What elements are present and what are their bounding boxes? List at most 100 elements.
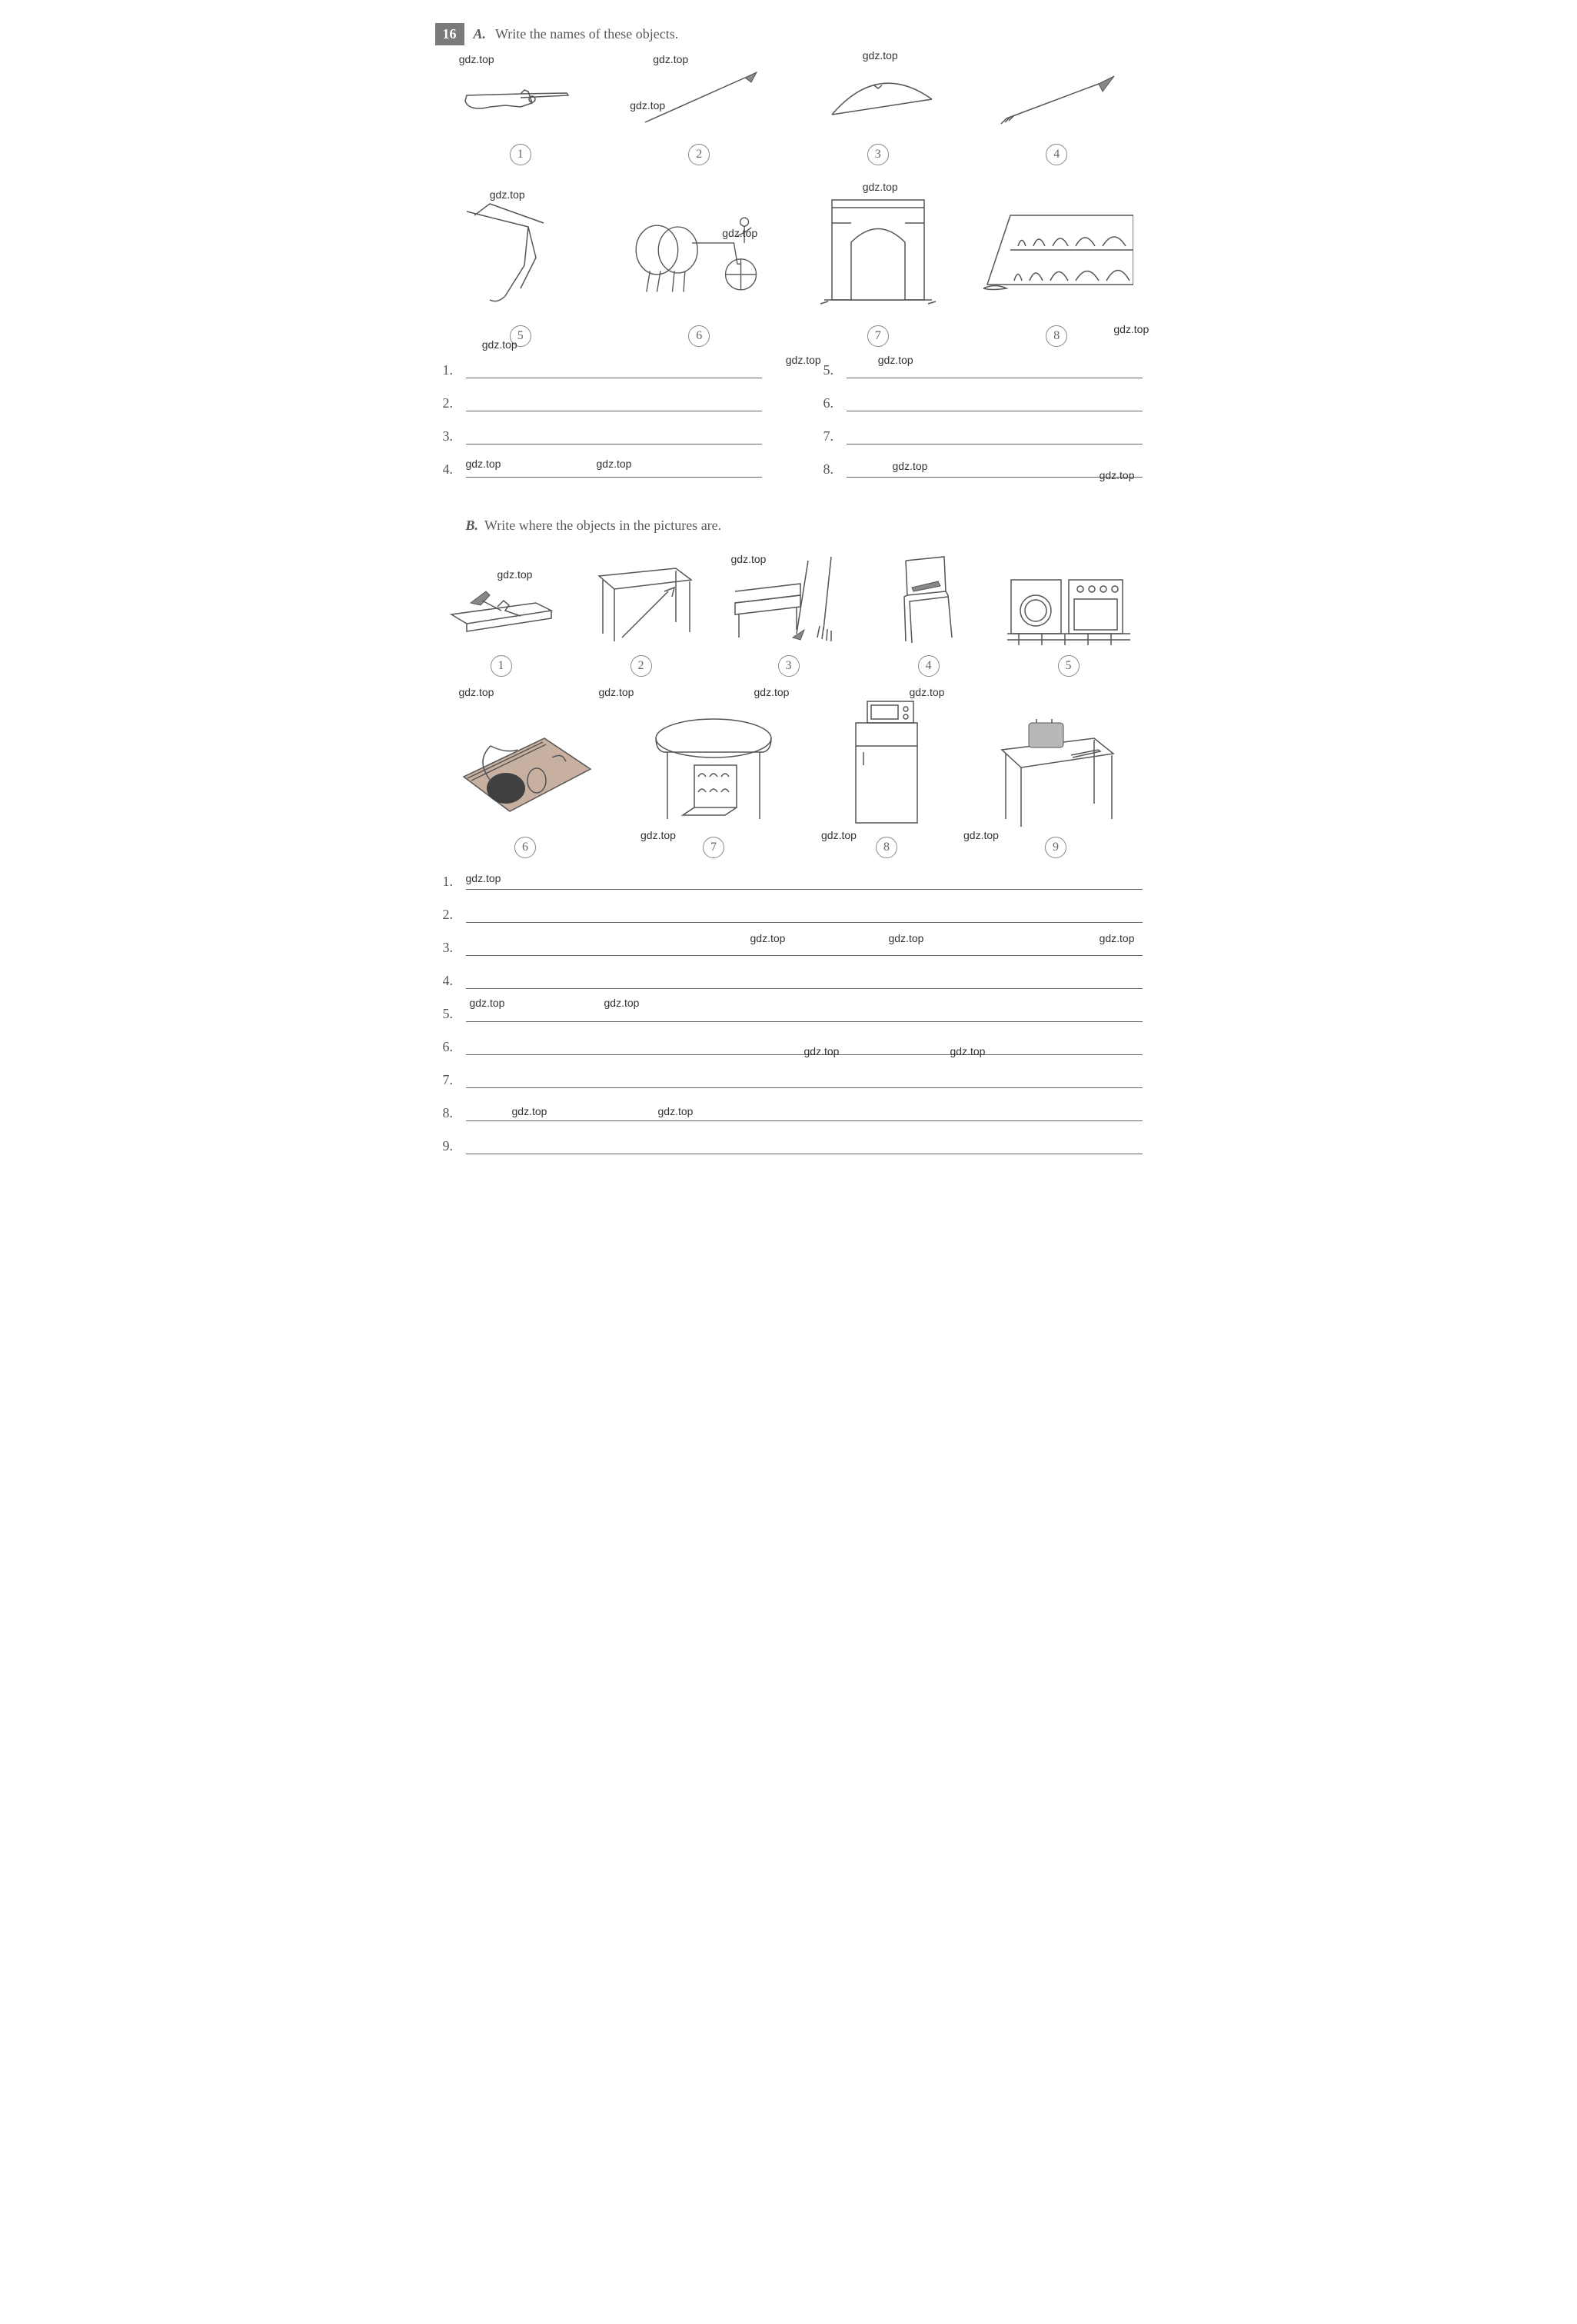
answer-num: 3. <box>443 428 460 444</box>
image-number-4: 4 <box>1046 144 1067 165</box>
section-b-header: B. Write where the objects in the pictur… <box>466 518 1143 534</box>
answer-line[interactable] <box>466 1041 1143 1055</box>
section-a-header: 16 A. Write the names of these objects. <box>435 23 1143 45</box>
image-number-b7: 7 <box>703 837 724 858</box>
answer-row-b3[interactable]: 3. gdz.top gdz.top gdz.top <box>443 940 1143 956</box>
section-b-images-row-1: gdz.top gdz.top 1 gdz.top 2 <box>435 549 1143 677</box>
answer-row-7[interactable]: 7. <box>823 428 1143 444</box>
answer-line[interactable] <box>847 464 1143 478</box>
section-a-label: A. <box>474 26 487 42</box>
image-number-7: 7 <box>867 325 889 347</box>
image-number-b2: 2 <box>630 655 652 677</box>
answer-row-b9[interactable]: 9. <box>443 1138 1143 1154</box>
aqueduct-image <box>980 181 1133 319</box>
answer-row-6[interactable]: 6. <box>823 395 1143 411</box>
section-b-answers: 1. gdz.top 2. 3. gdz.top gdz.top gdz.top… <box>443 874 1143 1154</box>
image-item-b1: gdz.top gdz.top 1 <box>444 564 559 677</box>
answer-num: 6. <box>823 395 840 411</box>
answer-row-b6[interactable]: 6. gdz.top gdz.top <box>443 1039 1143 1055</box>
answer-line[interactable] <box>466 909 1143 923</box>
kitchen-image <box>1003 557 1134 649</box>
answer-line[interactable] <box>847 431 1143 444</box>
answer-line[interactable] <box>466 942 1143 956</box>
image-item-3: gdz.top 3 <box>817 61 940 165</box>
watermark: gdz.top <box>821 829 857 841</box>
answer-row-3[interactable]: 3. <box>443 428 762 444</box>
image-item-8: gdz.top 8 <box>980 181 1133 347</box>
answer-line[interactable] <box>847 398 1143 411</box>
watermark: gdz.top <box>604 997 640 1009</box>
image-number-2: 2 <box>688 144 710 165</box>
answer-row-1[interactable]: 1. <box>443 362 762 378</box>
answer-line[interactable] <box>466 876 1143 890</box>
plough-image <box>444 181 597 319</box>
answer-line[interactable] <box>466 431 762 444</box>
image-number-b1: 1 <box>491 655 512 677</box>
exercise-number-badge: 16 <box>435 23 464 45</box>
image-number-3: 3 <box>867 144 889 165</box>
answer-row-8[interactable]: 8. gdz.top gdz.top <box>823 461 1143 478</box>
section-a-images-row-1: gdz.top 1 gdz.top gdz.top 2 gdz.top <box>435 61 1143 165</box>
image-item-b5: 5 <box>1003 557 1134 677</box>
image-number-1: 1 <box>510 144 531 165</box>
answer-num: 5. <box>443 1006 460 1022</box>
chariot-image <box>622 181 776 319</box>
gun-image <box>459 61 582 138</box>
answer-num: 1. <box>443 362 460 378</box>
image-item-1: gdz.top 1 <box>459 61 582 165</box>
section-b-instruction: Write where the objects in the pictures … <box>484 518 721 534</box>
arch-image <box>801 181 955 319</box>
arrow-image <box>995 61 1118 138</box>
answer-line[interactable] <box>466 365 762 378</box>
section-b-images-row-2: 6 gdz.top 7 gdz.top <box>435 692 1143 858</box>
vacuum-carpet-image <box>452 715 598 831</box>
watermark: gdz.top <box>1113 323 1149 335</box>
answer-num: 1. <box>443 874 460 890</box>
toaster-table-image <box>986 708 1125 831</box>
answer-line[interactable] <box>466 464 762 478</box>
image-item-4: 4 <box>995 61 1118 165</box>
answer-num: 4. <box>443 973 460 989</box>
section-a-answers: 1. 2. 3. 4. gdz.top gdz.top 5. <box>443 362 1143 494</box>
answer-row-b4[interactable]: 4. <box>443 973 1143 989</box>
answer-num: 8. <box>823 461 840 478</box>
answer-row-b1[interactable]: 1. gdz.top <box>443 874 1143 890</box>
watermark: gdz.top <box>863 49 898 62</box>
answer-line[interactable] <box>466 1140 1143 1154</box>
image-item-7: gdz.top gdz.top gdz.top 7 <box>801 181 955 347</box>
table-hoe-image <box>584 549 699 649</box>
answer-num: 3. <box>443 940 460 956</box>
answer-num: 7. <box>443 1072 460 1088</box>
image-item-b7: gdz.top 7 <box>640 708 787 858</box>
answer-row-b2[interactable]: 2. <box>443 907 1143 923</box>
answer-row-2[interactable]: 2. <box>443 395 762 411</box>
image-item-5: gdz.top 5 gdz.top <box>444 181 597 347</box>
bench-tools-image <box>724 549 854 649</box>
answer-row-4[interactable]: 4. gdz.top gdz.top <box>443 461 762 478</box>
answer-num: 2. <box>443 907 460 923</box>
answer-row-b8[interactable]: 8. gdz.top gdz.top <box>443 1105 1143 1121</box>
answer-line[interactable] <box>847 365 1143 378</box>
answer-line[interactable] <box>466 975 1143 989</box>
shelf-image <box>444 564 559 649</box>
image-item-b3: gdz.top gdz.top 3 <box>724 549 854 677</box>
image-item-2: gdz.top gdz.top 2 <box>637 61 760 165</box>
answer-line[interactable] <box>466 1107 1143 1121</box>
answer-row-b5[interactable]: 5. gdz.top gdz.top <box>443 1006 1143 1022</box>
image-number-6: 6 <box>688 325 710 347</box>
answer-row-5[interactable]: 5. <box>823 362 1143 378</box>
image-number-b8: 8 <box>876 837 897 858</box>
answer-num: 6. <box>443 1039 460 1055</box>
answer-num: 5. <box>823 362 840 378</box>
section-b-label: B. <box>466 518 479 534</box>
watermark: gdz.top <box>470 997 505 1009</box>
bow-image <box>817 61 940 138</box>
image-item-b6: 6 <box>452 715 598 858</box>
answer-line[interactable] <box>466 398 762 411</box>
answer-line[interactable] <box>466 1008 1143 1022</box>
image-number-b9: 9 <box>1045 837 1066 858</box>
answer-line[interactable] <box>466 1074 1143 1088</box>
answer-num: 2. <box>443 395 460 411</box>
answer-row-b7[interactable]: 7. <box>443 1072 1143 1088</box>
answer-num: 4. <box>443 461 460 478</box>
